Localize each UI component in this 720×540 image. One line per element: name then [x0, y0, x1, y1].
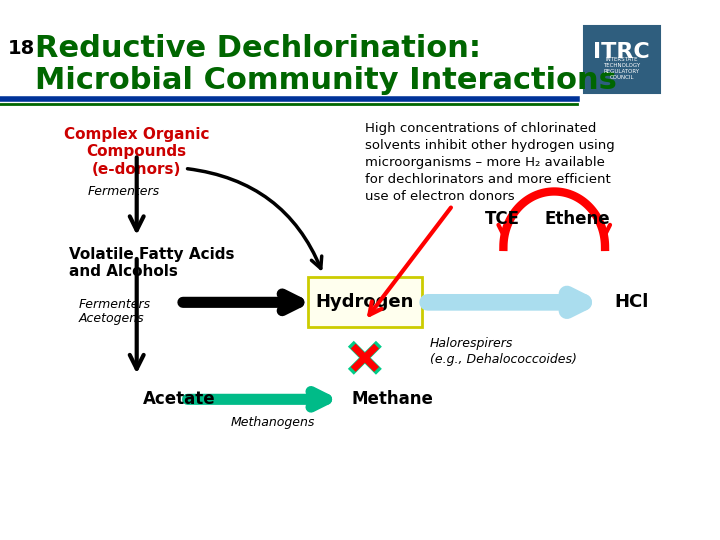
FancyBboxPatch shape	[307, 278, 422, 327]
Text: High concentrations of chlorinated
solvents inhibit other hydrogen using
microor: High concentrations of chlorinated solve…	[365, 122, 615, 203]
Text: Methanogens: Methanogens	[230, 416, 315, 429]
Text: Acetate: Acetate	[143, 390, 216, 408]
Text: Methane: Methane	[351, 390, 433, 408]
Text: 18: 18	[7, 39, 35, 58]
Text: Volatile Fatty Acids
and Alcohols: Volatile Fatty Acids and Alcohols	[69, 247, 235, 279]
Text: TCE: TCE	[485, 210, 520, 228]
Text: Complex Organic
Compounds
(e-donors): Complex Organic Compounds (e-donors)	[64, 127, 210, 177]
Text: Fermenters
Acetogens: Fermenters Acetogens	[78, 298, 150, 325]
Text: HCl: HCl	[614, 293, 649, 312]
Text: Hydrogen: Hydrogen	[315, 293, 414, 312]
Text: ITRC: ITRC	[593, 42, 650, 62]
Text: Halorespirers
(e.g., Dehalococcoides): Halorespirers (e.g., Dehalococcoides)	[430, 336, 577, 366]
FancyBboxPatch shape	[584, 26, 660, 93]
Text: Reductive Dechlorination:
Microbial Community Interactions: Reductive Dechlorination: Microbial Comm…	[35, 35, 617, 94]
Text: INTERSTATE
TECHNOLOGY
REGULATORY
COUNCIL: INTERSTATE TECHNOLOGY REGULATORY COUNCIL	[603, 57, 640, 80]
Text: Fermenters: Fermenters	[88, 185, 160, 198]
Text: Ethene: Ethene	[545, 210, 611, 228]
